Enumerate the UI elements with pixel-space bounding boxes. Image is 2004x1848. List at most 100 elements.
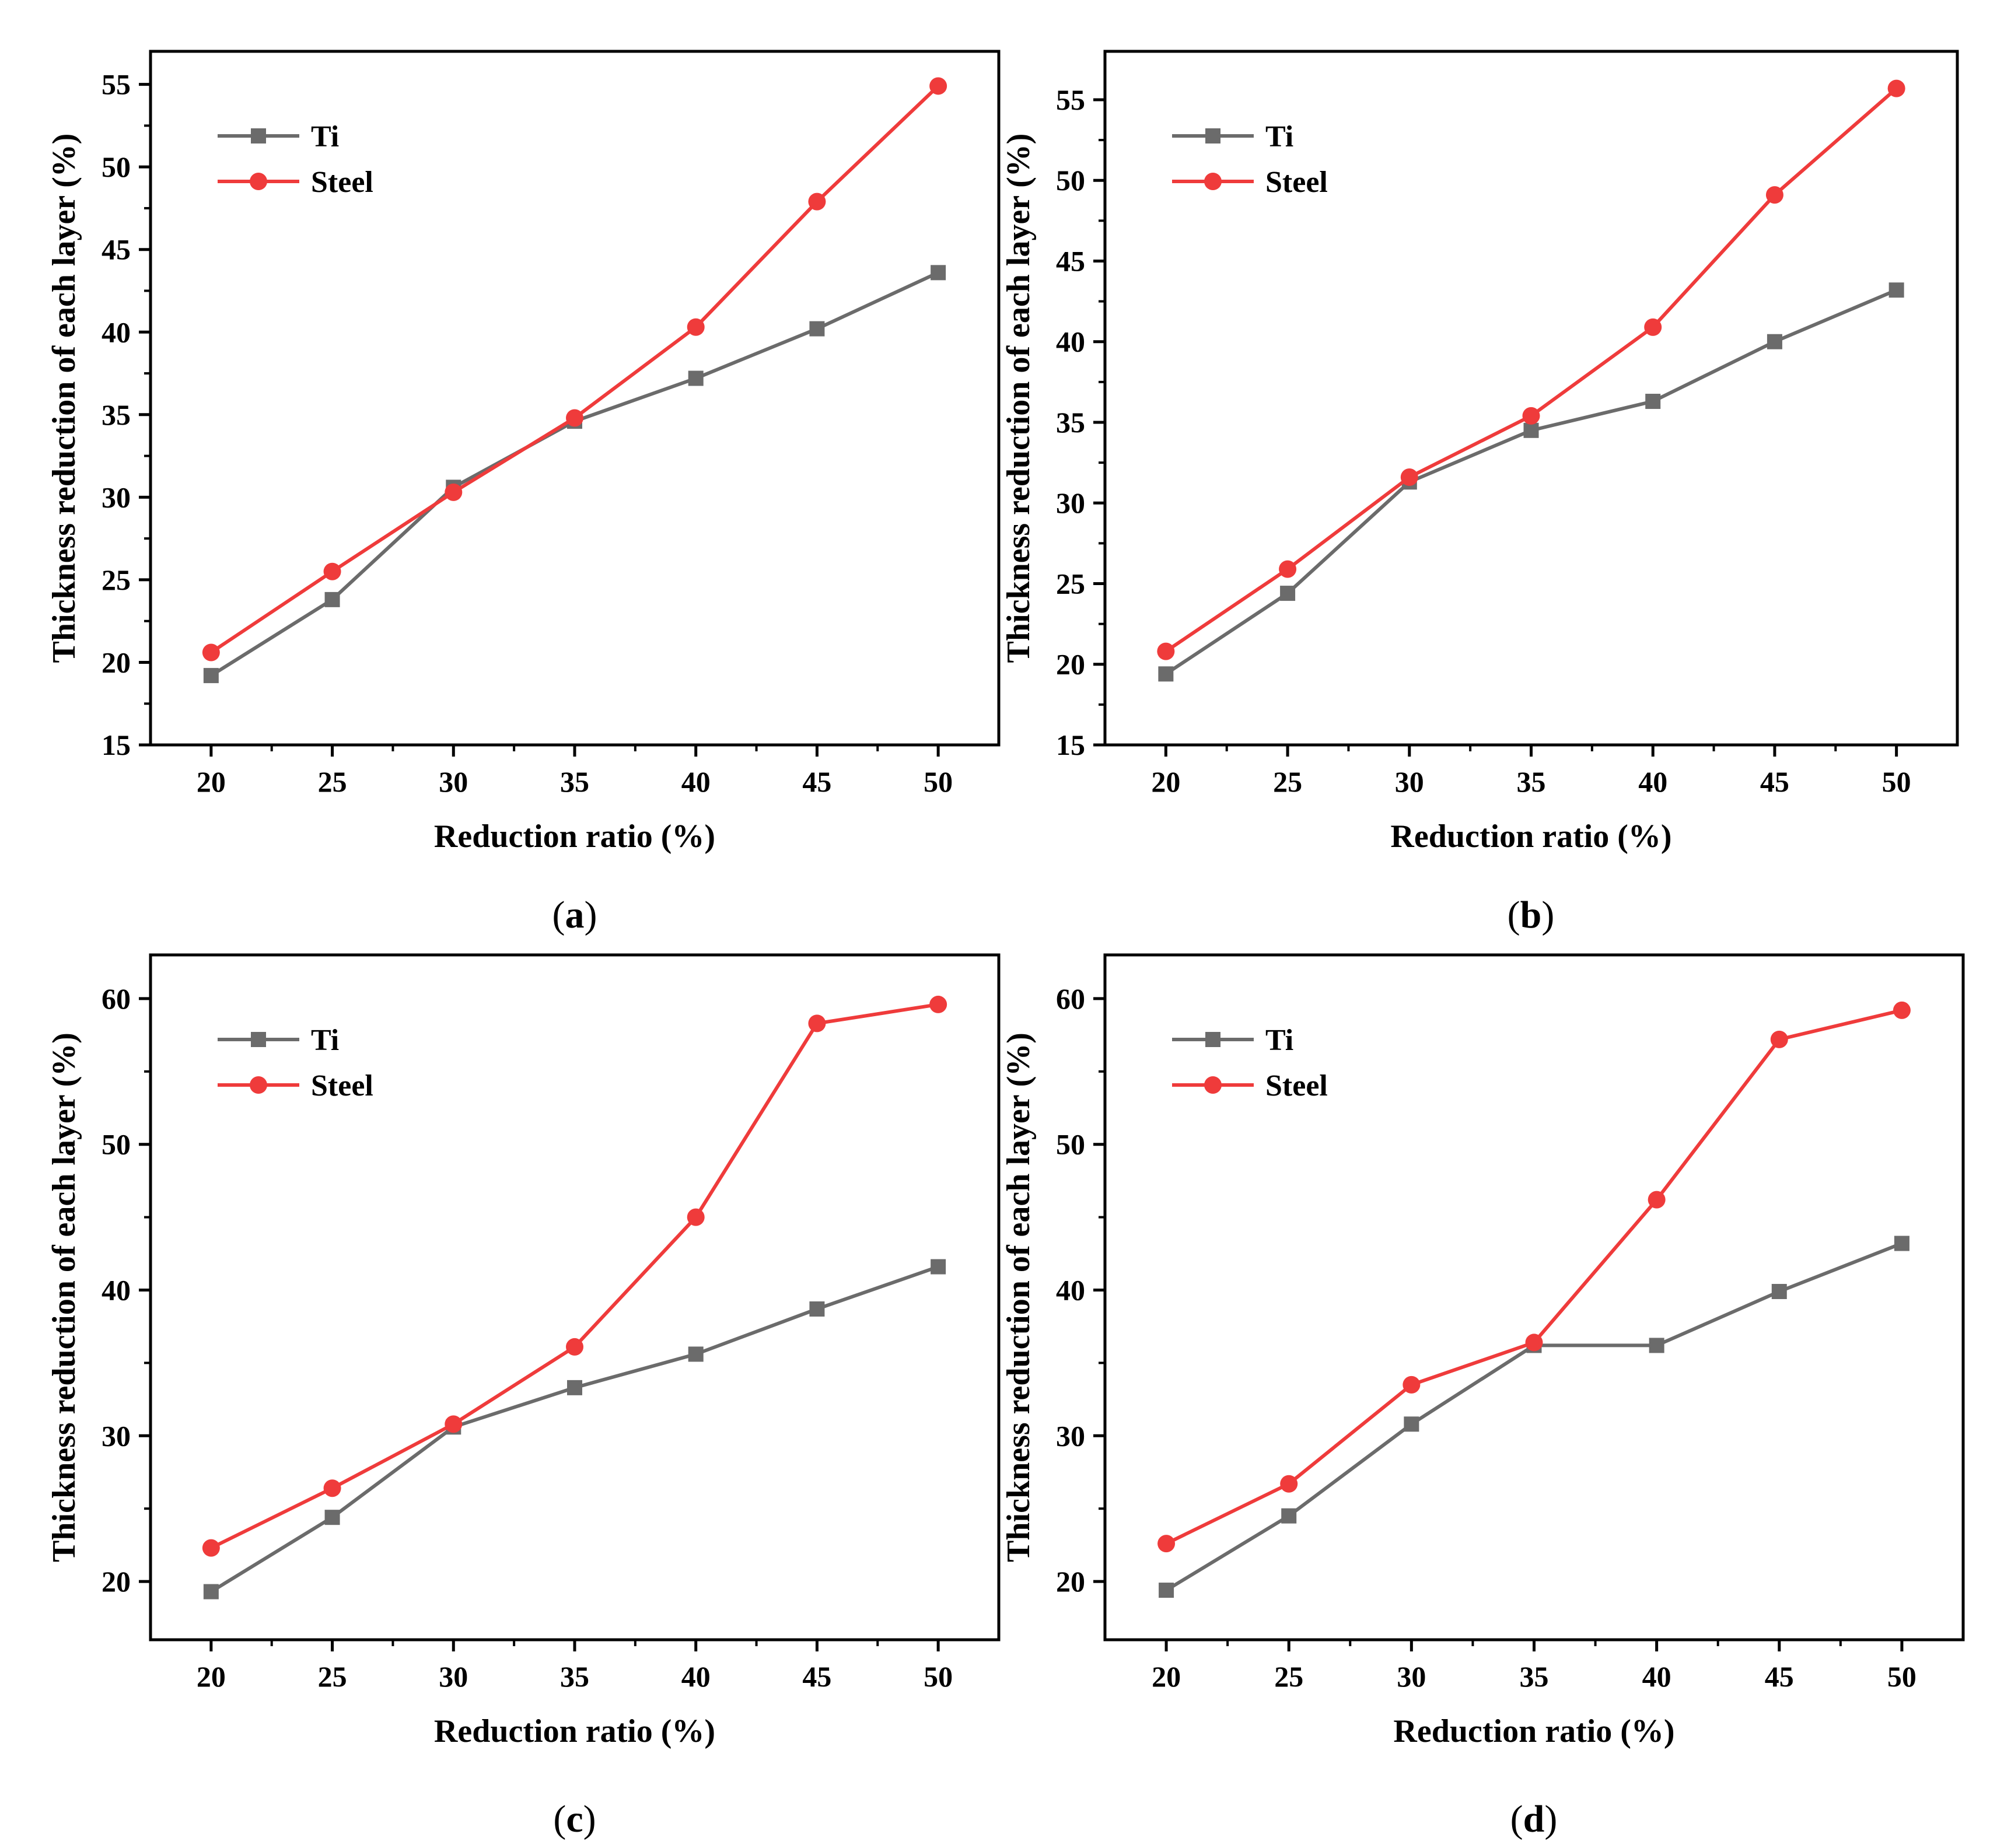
x-tick-label: 50	[924, 1660, 953, 1693]
panel-label-letter: a	[565, 894, 585, 936]
legend-item-steel: Steel	[218, 1069, 373, 1102]
x-tick-label: 20	[1152, 1660, 1181, 1693]
x-tick-label: 40	[681, 765, 711, 798]
panel-label-close: )	[1541, 894, 1554, 936]
x-tick-label: 45	[1760, 765, 1789, 798]
legend-marker-circle	[1204, 173, 1222, 190]
data-point-ti	[1281, 1508, 1297, 1524]
legend-item-ti: Ti	[1172, 120, 1293, 153]
x-tick-label: 35	[1520, 1660, 1549, 1693]
chart-panel-a: 20 25 30 35 40 45 50 15 20 25 30 35 40 45 50 55 Reductio…	[46, 50, 1001, 936]
y-tick-label: 60	[1056, 982, 1085, 1015]
x-tick-label: 20	[197, 1660, 226, 1693]
y-tick-label: 20	[1056, 1565, 1085, 1598]
x-tick-label: 40	[681, 1660, 711, 1693]
panel-label: (a)	[552, 894, 597, 936]
data-point-steel	[808, 1014, 826, 1032]
y-tick-label: 20	[102, 646, 131, 678]
panel-label-open: (	[1508, 894, 1520, 936]
y-tick-label: 20	[102, 1565, 131, 1598]
data-point-ti	[688, 1346, 704, 1362]
legend-item-ti: Ti	[1172, 1024, 1293, 1057]
legend-marker-square	[251, 1032, 266, 1047]
legend-label: Steel	[311, 1069, 373, 1102]
data-point-ti	[809, 321, 825, 337]
data-point-steel	[202, 643, 220, 662]
panel-label-close: )	[583, 1798, 596, 1840]
panel-label-open: (	[552, 894, 565, 936]
data-point-steel	[566, 1338, 583, 1356]
chart-panel-d: 20 25 30 35 40 45 50 20 30 40 50 60 Reduction ratio …	[1001, 953, 1965, 1840]
y-axis-title: Thickness reduction of each layer (%)	[1001, 1032, 1037, 1562]
data-point-steel	[1648, 1191, 1666, 1209]
y-tick-label: 55	[102, 68, 131, 101]
x-tick-label: 30	[439, 765, 468, 798]
data-point-steel	[1644, 318, 1662, 336]
data-point-ti	[1767, 334, 1782, 349]
legend-label: Ti	[311, 1024, 339, 1057]
data-point-steel	[566, 409, 583, 427]
legend-item-ti: Ti	[218, 1024, 339, 1057]
data-point-ti	[1649, 1338, 1664, 1353]
y-tick-label: 30	[102, 481, 131, 513]
x-tick-label: 45	[802, 765, 831, 798]
x-tick-label: 20	[197, 765, 226, 798]
data-point-ti	[1888, 282, 1904, 298]
legend-item-ti: Ti	[218, 120, 339, 153]
data-point-steel	[808, 192, 826, 211]
data-point-ti	[1159, 1583, 1174, 1598]
data-point-steel	[445, 483, 463, 501]
x-tick-label: 30	[1395, 765, 1424, 798]
y-tick-label: 30	[1056, 487, 1085, 519]
y-tick-label: 20	[1056, 648, 1085, 681]
y-tick-label: 35	[1056, 406, 1085, 439]
x-axis-title: Reduction ratio (%)	[434, 1713, 715, 1749]
x-tick-label: 30	[1397, 1660, 1426, 1693]
data-point-ti	[1894, 1236, 1909, 1251]
y-tick-label: 50	[102, 150, 131, 183]
legend-marker-circle	[250, 173, 267, 190]
data-point-steel	[1893, 1001, 1911, 1019]
x-axis-title: Reduction ratio (%)	[1393, 1713, 1674, 1749]
panel-label-letter: b	[1520, 894, 1542, 936]
x-tick-label: 35	[560, 1660, 589, 1693]
legend-item-steel: Steel	[1172, 166, 1328, 199]
legend-label: Ti	[1265, 120, 1293, 153]
x-tick-label: 50	[924, 765, 953, 798]
data-point-ti	[1404, 1416, 1419, 1432]
panel-label-close: )	[1544, 1798, 1557, 1840]
data-point-ti	[1158, 666, 1174, 682]
y-axis-title: Thickness reduction of each layer (%)	[46, 1032, 82, 1562]
y-tick-label: 15	[1056, 729, 1085, 761]
x-tick-label: 40	[1638, 765, 1667, 798]
data-point-steel	[1770, 1030, 1788, 1048]
data-point-ti	[324, 592, 340, 607]
x-tick-label: 25	[1273, 765, 1302, 798]
data-point-ti	[931, 1259, 946, 1275]
y-tick-label: 40	[1056, 1274, 1085, 1307]
chart-panel-b: 20 25 30 35 40 45 50 15 20 25 30 35 40 45 50 55 Reductio…	[1001, 50, 1959, 936]
data-point-steel	[1400, 468, 1418, 486]
legend-marker-square	[1205, 128, 1220, 144]
legend-item-steel: Steel	[1172, 1069, 1328, 1102]
y-tick-label: 25	[102, 564, 131, 596]
panel-label: (d)	[1510, 1798, 1558, 1840]
y-tick-label: 35	[102, 398, 131, 431]
y-tick-label: 60	[102, 982, 131, 1015]
data-point-steel	[1157, 642, 1175, 660]
y-tick-label: 30	[102, 1419, 131, 1452]
data-point-ti	[1280, 586, 1296, 601]
y-tick-label: 45	[1056, 244, 1085, 277]
x-tick-label: 30	[439, 1660, 468, 1693]
panel-label-letter: c	[566, 1798, 583, 1840]
data-point-steel	[1765, 186, 1783, 204]
data-point-steel	[929, 77, 947, 95]
x-tick-label: 40	[1642, 1660, 1671, 1693]
data-point-steel	[445, 1415, 463, 1433]
x-tick-label: 35	[560, 765, 589, 798]
legend-item-steel: Steel	[218, 166, 373, 199]
chart-panel-c: 20 25 30 35 40 45 50 20 30 40 50 60 Reduction ratio …	[46, 953, 1001, 1840]
data-point-steel	[687, 1208, 705, 1226]
y-tick-label: 50	[1056, 164, 1085, 197]
y-tick-label: 50	[102, 1128, 131, 1161]
